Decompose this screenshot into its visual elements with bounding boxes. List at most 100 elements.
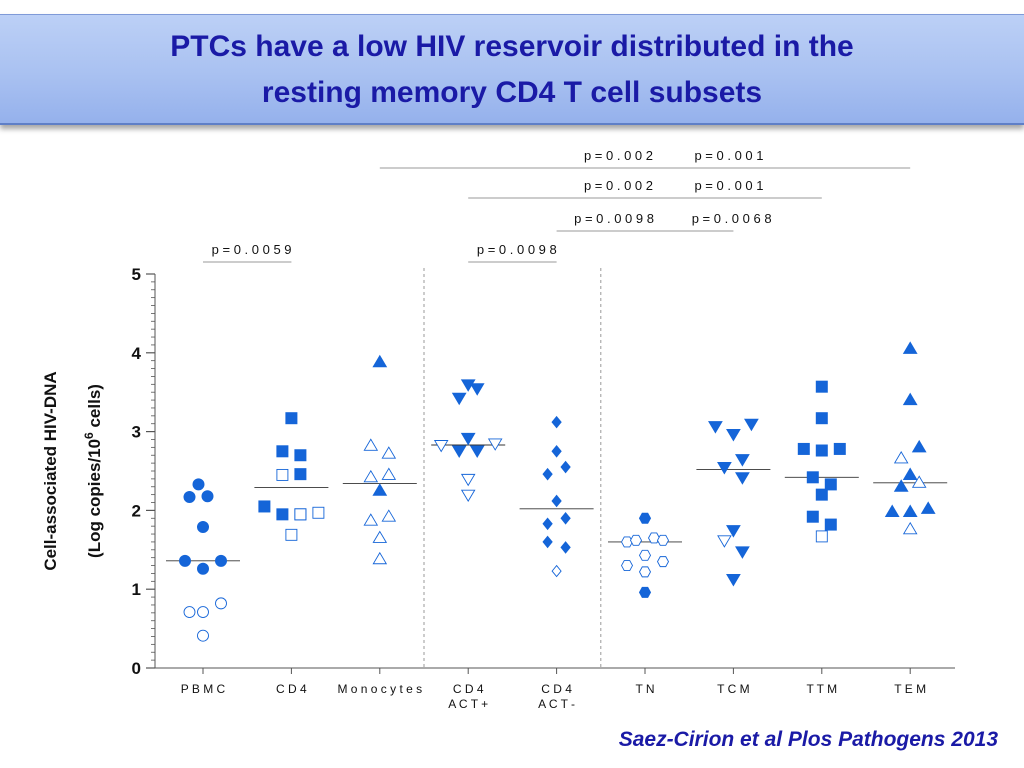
data-point: [806, 471, 819, 484]
data-point: [884, 504, 900, 517]
title-banner: [0, 14, 1024, 125]
data-point: [815, 412, 828, 425]
data-point: [183, 491, 196, 504]
y-axis-title-line2: (Log copies/106 cells): [82, 384, 104, 558]
data-point: [560, 460, 571, 474]
data-point: [726, 428, 741, 442]
data-point: [902, 504, 918, 517]
x-tick-label: C D 4: [276, 682, 307, 696]
data-point: [451, 445, 467, 458]
data-point: [381, 467, 397, 480]
y-axis-title-line1: Cell-associated HIV-DNA: [41, 371, 60, 570]
data-point: [276, 468, 289, 481]
x-tick-label: P B M C: [181, 682, 226, 696]
data-point: [433, 440, 449, 453]
y-tick-label: 4: [132, 344, 142, 363]
data-point: [469, 445, 485, 458]
y-tick-label: 5: [132, 265, 141, 284]
data-point: [833, 442, 846, 455]
x-tick-label: T T M: [806, 682, 837, 696]
data-point: [372, 354, 388, 368]
data-point: [893, 479, 909, 492]
data-point: [381, 509, 397, 522]
data-point: [294, 468, 307, 481]
p-value-label: p = 0 . 0 0 2: [584, 178, 653, 193]
data-point: [551, 415, 562, 429]
data-point: [815, 380, 828, 393]
data-point: [656, 556, 670, 568]
data-point: [469, 383, 485, 396]
data-point: [363, 438, 379, 451]
x-tick-label: T N: [635, 682, 654, 696]
p-value-label: p = 0 . 0 0 6 8: [692, 211, 772, 226]
data-point: [542, 535, 553, 549]
y-tick-label: 3: [132, 423, 141, 442]
data-point: [197, 629, 209, 642]
data-point: [902, 341, 918, 354]
data-point: [215, 597, 227, 610]
x-tick-label: A C T -: [538, 697, 575, 711]
x-tick-label: C D 4: [541, 682, 572, 696]
data-point: [294, 449, 307, 462]
data-point: [294, 508, 307, 521]
data-point: [551, 494, 562, 508]
data-point: [487, 438, 503, 451]
data-point: [708, 421, 723, 434]
data-point: [911, 439, 927, 453]
data-point: [717, 462, 732, 475]
x-tick-label: C D 4: [453, 682, 484, 696]
data-point: [372, 551, 388, 565]
data-point: [638, 512, 652, 524]
data-point: [372, 483, 388, 496]
data-point: [542, 517, 553, 531]
data-point: [551, 445, 562, 458]
p-value-label: p = 0 . 0 0 5 9: [212, 242, 292, 257]
data-point: [902, 392, 918, 406]
data-point: [460, 432, 476, 446]
data-point: [460, 473, 476, 487]
data-point: [197, 562, 209, 575]
data-point: [197, 606, 209, 619]
data-point: [542, 467, 553, 481]
data-point: [735, 546, 750, 559]
data-point: [620, 560, 634, 572]
data-point: [638, 549, 652, 561]
data-point: [363, 469, 379, 483]
data-point: [815, 444, 828, 457]
data-point: [183, 606, 196, 619]
data-point: [215, 554, 227, 567]
data-point: [638, 566, 652, 578]
data-point: [460, 489, 476, 503]
data-point: [372, 530, 388, 543]
data-point: [815, 488, 828, 501]
data-point: [276, 445, 289, 458]
data-point: [717, 535, 732, 548]
slide-title-line2: resting memory CD4 T cell subsets: [261, 76, 763, 109]
data-point: [726, 525, 741, 538]
data-point: [806, 510, 819, 523]
y-tick-label: 0: [132, 659, 141, 678]
data-point: [893, 451, 909, 464]
p-value-label: p = 0 . 0 0 9 8: [574, 211, 654, 226]
x-tick-label: A C T +: [448, 697, 488, 711]
y-tick-label: 2: [132, 501, 141, 520]
citation: Saez-Cirion et al Plos Pathogens 2013: [618, 728, 998, 751]
data-point: [560, 511, 571, 525]
data-point: [201, 490, 214, 503]
data-point: [276, 508, 289, 521]
data-point: [824, 518, 837, 531]
data-point: [451, 392, 467, 406]
p-value-label: p = 0 . 0 0 1: [694, 148, 763, 163]
data-point: [363, 513, 379, 526]
data-point: [285, 528, 298, 541]
x-tick-label: T C M: [717, 682, 749, 696]
data-point: [560, 541, 571, 554]
data-point: [629, 534, 643, 546]
data-point: [258, 500, 271, 513]
data-point: [735, 472, 750, 485]
data-point: [911, 475, 927, 488]
data-point: [735, 454, 750, 467]
p-value-label: p = 0 . 0 0 1: [694, 178, 763, 193]
data-point: [179, 554, 191, 567]
